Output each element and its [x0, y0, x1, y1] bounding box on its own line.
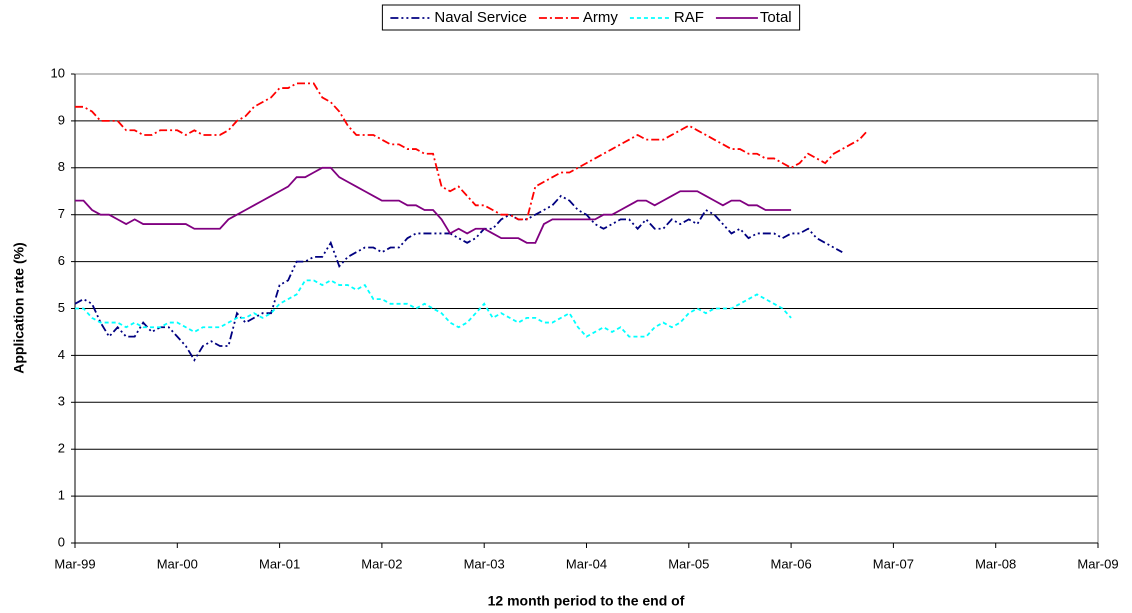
y-tick-label: 7 — [58, 206, 65, 221]
legend-label: RAF — [674, 9, 704, 26]
y-tick-label: 10 — [51, 65, 65, 80]
y-tick-label: 3 — [58, 394, 65, 409]
y-tick-label: 5 — [58, 300, 65, 315]
series-line — [74, 194, 843, 362]
x-tick-label: Mar-01 — [259, 556, 300, 571]
x-tick-label: Mar-06 — [771, 556, 812, 571]
y-tick-label: 6 — [58, 253, 65, 268]
y-axis-label: Application rate (%) — [11, 242, 27, 373]
y-tick-label: 1 — [58, 488, 65, 503]
x-tick-label: Mar-08 — [975, 556, 1016, 571]
series-line — [75, 279, 792, 338]
x-tick-label: Mar-05 — [668, 556, 709, 571]
y-tick-label: 2 — [58, 441, 65, 456]
y-tick-label: 9 — [58, 112, 65, 127]
x-tick-label: Mar-99 — [54, 556, 95, 571]
legend-label: Army — [583, 9, 618, 26]
legend-label: Naval Service — [434, 9, 527, 26]
x-tick-label: Mar-03 — [464, 556, 505, 571]
x-tick-label: Mar-07 — [873, 556, 914, 571]
series-line — [75, 82, 869, 221]
series-line — [75, 166, 792, 244]
y-tick-label: 8 — [58, 159, 65, 174]
y-tick-label: 4 — [58, 347, 65, 362]
legend: Naval Service Army RAF Total — [381, 4, 801, 31]
x-axis-label: 12 month period to the end of — [488, 593, 685, 609]
x-tick-label: Mar-04 — [566, 556, 607, 571]
legend-label: Total — [760, 9, 792, 26]
x-tick-label: Mar-02 — [361, 556, 402, 571]
y-tick-label: 0 — [58, 534, 65, 549]
x-tick-label: Mar-00 — [157, 556, 198, 571]
x-tick-label: Mar-09 — [1077, 556, 1118, 571]
